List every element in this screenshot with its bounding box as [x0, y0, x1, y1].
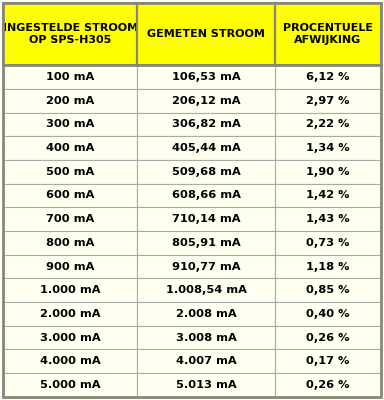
Text: 4.000 mA: 4.000 mA	[40, 356, 101, 366]
Text: 910,77 mA: 910,77 mA	[172, 262, 240, 272]
Text: 1.008,54 mA: 1.008,54 mA	[166, 285, 247, 295]
Bar	[275, 373, 381, 397]
Text: 400 mA: 400 mA	[46, 143, 94, 153]
Bar	[137, 65, 275, 89]
Text: 4.007 mA: 4.007 mA	[176, 356, 237, 366]
Bar	[275, 350, 381, 373]
Bar	[275, 326, 381, 350]
Bar	[275, 207, 381, 231]
Bar	[3, 326, 137, 350]
Bar	[275, 136, 381, 160]
Text: 2,97 %: 2,97 %	[306, 96, 350, 106]
Text: 805,91 mA: 805,91 mA	[172, 238, 240, 248]
Bar	[137, 89, 275, 112]
Text: 500 mA: 500 mA	[46, 167, 94, 177]
Text: 200 mA: 200 mA	[46, 96, 94, 106]
Bar	[137, 3, 275, 65]
Bar	[3, 184, 137, 207]
Bar	[3, 302, 137, 326]
Bar	[137, 136, 275, 160]
Bar	[3, 373, 137, 397]
Text: 106,53 mA: 106,53 mA	[172, 72, 240, 82]
Bar	[137, 184, 275, 207]
Bar	[3, 3, 137, 65]
Bar	[275, 278, 381, 302]
Text: 1,90 %: 1,90 %	[306, 167, 350, 177]
Text: 0,26 %: 0,26 %	[306, 332, 350, 342]
Bar	[137, 160, 275, 184]
Bar	[137, 302, 275, 326]
Bar	[275, 231, 381, 255]
Text: 206,12 mA: 206,12 mA	[172, 96, 240, 106]
Text: 405,44 mA: 405,44 mA	[172, 143, 240, 153]
Text: 1,18 %: 1,18 %	[306, 262, 350, 272]
Text: 0,26 %: 0,26 %	[306, 380, 350, 390]
Text: 5.000 mA: 5.000 mA	[40, 380, 100, 390]
Text: 600 mA: 600 mA	[46, 190, 94, 200]
Bar	[275, 3, 381, 65]
Bar	[137, 207, 275, 231]
Text: 2.000 mA: 2.000 mA	[40, 309, 100, 319]
Text: 3.000 mA: 3.000 mA	[40, 332, 101, 342]
Bar	[137, 350, 275, 373]
Text: 0,40 %: 0,40 %	[306, 309, 350, 319]
Text: 710,14 mA: 710,14 mA	[172, 214, 240, 224]
Text: 306,82 mA: 306,82 mA	[172, 120, 240, 130]
Bar	[275, 65, 381, 89]
Bar	[275, 160, 381, 184]
Text: 900 mA: 900 mA	[46, 262, 94, 272]
Bar	[3, 350, 137, 373]
Bar	[137, 112, 275, 136]
Bar	[3, 231, 137, 255]
Bar	[275, 255, 381, 278]
Text: 3.008 mA: 3.008 mA	[176, 332, 237, 342]
Bar	[3, 207, 137, 231]
Bar	[3, 65, 137, 89]
Text: 2,22 %: 2,22 %	[306, 120, 350, 130]
Bar	[3, 89, 137, 112]
Bar	[275, 89, 381, 112]
Bar	[275, 302, 381, 326]
Text: 2.008 mA: 2.008 mA	[176, 309, 237, 319]
Bar	[137, 231, 275, 255]
Text: 300 mA: 300 mA	[46, 120, 94, 130]
Bar	[3, 136, 137, 160]
Bar	[3, 255, 137, 278]
Text: 1,43 %: 1,43 %	[306, 214, 350, 224]
Bar	[137, 326, 275, 350]
Text: 1,34 %: 1,34 %	[306, 143, 350, 153]
Bar	[137, 255, 275, 278]
Text: 0,17 %: 0,17 %	[306, 356, 350, 366]
Text: 5.013 mA: 5.013 mA	[176, 380, 237, 390]
Text: 1.000 mA: 1.000 mA	[40, 285, 100, 295]
Text: 509,68 mA: 509,68 mA	[172, 167, 240, 177]
Text: 800 mA: 800 mA	[46, 238, 94, 248]
Bar	[137, 373, 275, 397]
Bar	[3, 160, 137, 184]
Text: INGESTELDE STROOM
OP SPS-H305: INGESTELDE STROOM OP SPS-H305	[3, 23, 138, 45]
Text: 608,66 mA: 608,66 mA	[172, 190, 241, 200]
Text: 0,85 %: 0,85 %	[306, 285, 350, 295]
Text: 6,12 %: 6,12 %	[306, 72, 350, 82]
Bar	[275, 184, 381, 207]
Text: 1,42 %: 1,42 %	[306, 190, 350, 200]
Text: 700 mA: 700 mA	[46, 214, 94, 224]
Text: 100 mA: 100 mA	[46, 72, 94, 82]
Text: GEMETEN STROOM: GEMETEN STROOM	[147, 29, 265, 39]
Text: 0,73 %: 0,73 %	[306, 238, 350, 248]
Text: PROCENTUELE
AFWIJKING: PROCENTUELE AFWIJKING	[283, 23, 373, 45]
Bar	[3, 112, 137, 136]
Bar	[3, 278, 137, 302]
Bar	[137, 278, 275, 302]
Bar	[275, 112, 381, 136]
